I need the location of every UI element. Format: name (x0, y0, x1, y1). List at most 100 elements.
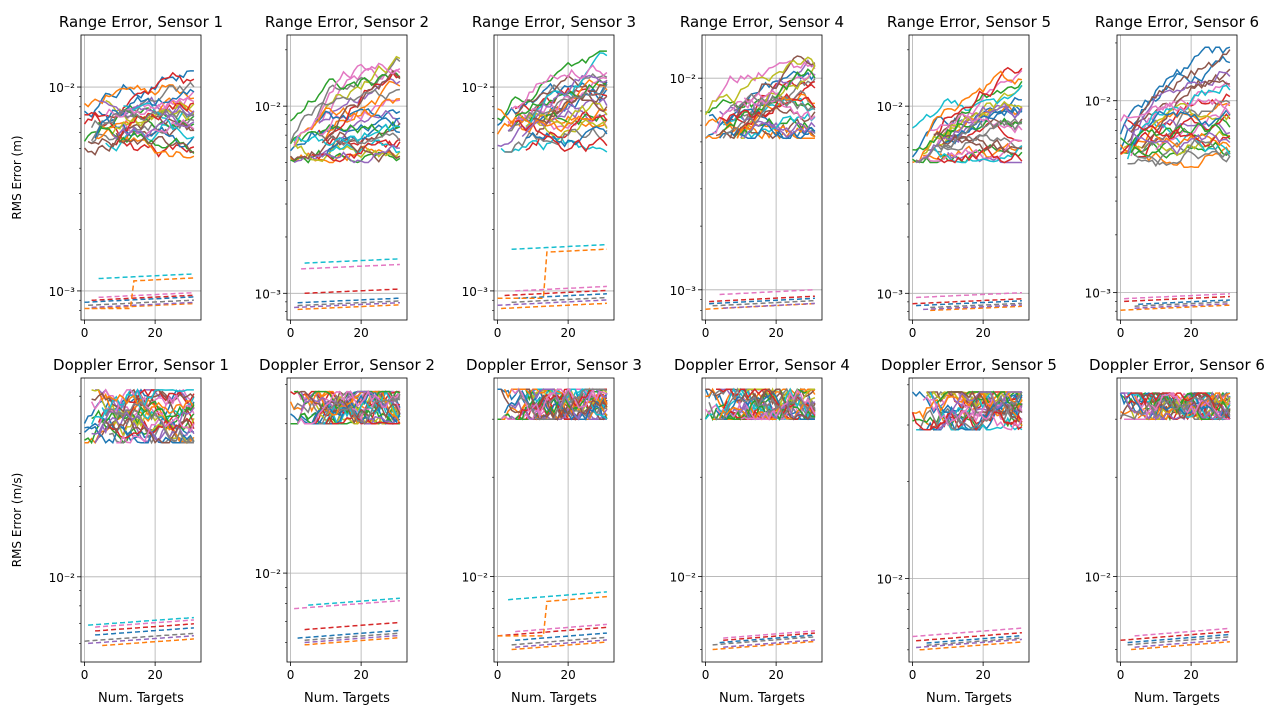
series-dashed-line (511, 641, 607, 651)
series-line (105, 418, 195, 445)
series-dashed-line (84, 277, 194, 310)
series-line (1123, 123, 1231, 156)
series-line (930, 112, 1023, 134)
series-line (314, 144, 400, 164)
subplot-title: Doppler Error, Sensor 5 (881, 356, 1057, 374)
series-line (84, 424, 195, 444)
series-group (289, 55, 401, 311)
y-axis-label: RMS Error (m/s) (10, 473, 24, 568)
series-dashed-line (1138, 299, 1230, 305)
series-line (304, 97, 400, 132)
series-line (912, 84, 1023, 129)
series-dashed-line (926, 637, 1022, 647)
y-tick-label: 10⁻² (1085, 570, 1112, 584)
series-line (83, 71, 195, 125)
series-dashed-line (719, 634, 815, 644)
subplot-title: Range Error, Sensor 4 (680, 13, 844, 31)
series-dashed-line (1120, 304, 1230, 311)
series-dashed-line (515, 293, 607, 300)
subplot: Range Error, Sensor 6 0 20 10⁻³ 10⁻² (1085, 13, 1259, 340)
series-dashed-line (919, 641, 1022, 651)
series-line (504, 126, 608, 153)
subplot: Doppler Error, Sensor 1 0 20 10⁻² Num. Targe… (49, 356, 229, 706)
series-line (722, 95, 816, 139)
subplot: Range Error, Sensor 3 0 20 10⁻³ 10⁻² (462, 13, 636, 340)
series-line (1119, 98, 1231, 122)
subplot: Doppler Error, Sensor 5 0 20 10⁻² Num. Targe… (877, 356, 1057, 706)
series-dashed-line (712, 640, 815, 651)
axes-frame (1116, 377, 1238, 663)
series-line (740, 59, 816, 139)
series-dashed-line (95, 619, 194, 628)
subplot-title: Doppler Error, Sensor 3 (466, 356, 642, 374)
x-tick-label: 0 (1117, 668, 1125, 682)
series-line (304, 390, 401, 425)
series-dashed-line (294, 301, 400, 309)
series-group (496, 50, 608, 310)
series-line (736, 93, 815, 139)
series-dashed-line (1124, 295, 1230, 303)
x-tick-label: 20 (560, 668, 575, 682)
series-line (1134, 392, 1231, 421)
series-line (112, 114, 195, 140)
series-dashed-line (91, 302, 194, 310)
subplot-title: Range Error, Sensor 3 (472, 13, 636, 31)
series-dashed-line (515, 623, 607, 633)
series-line (1120, 396, 1231, 421)
x-tick-label: 0 (287, 326, 295, 340)
axes-frame (493, 34, 615, 321)
series-line (532, 95, 608, 125)
series-line (514, 78, 608, 118)
series-dashed-line (916, 638, 1022, 649)
series-dashed-line (102, 638, 194, 647)
x-tick-label: 20 (353, 326, 368, 340)
subplot: Doppler Error, Sensor 6 0 20 10⁻² Num. Targe… (1085, 356, 1265, 706)
x-axis-label: Num. Targets (1134, 691, 1220, 706)
series-line (743, 121, 816, 139)
x-axis-label: Num. Targets (926, 691, 1012, 706)
series-line (91, 118, 195, 144)
series-dashed-line (709, 297, 815, 305)
x-tick-label: 0 (494, 668, 502, 682)
y-tick-label: 10⁻³ (670, 284, 697, 298)
x-tick-label: 0 (81, 326, 89, 340)
series-line (740, 388, 816, 421)
series-line (289, 135, 401, 163)
x-tick-label: 20 (147, 668, 162, 682)
subplot-title: Range Error, Sensor 1 (59, 13, 223, 31)
y-tick-label: 10⁻³ (1085, 287, 1112, 301)
series-dashed-line (1131, 640, 1230, 651)
series-line (740, 388, 816, 421)
series-dashed-line (511, 636, 607, 646)
x-axis-label: Num. Targets (304, 691, 390, 706)
series-line (517, 388, 608, 420)
series-line (729, 90, 816, 110)
series-line (98, 100, 195, 119)
series-dashed-line (912, 298, 1022, 305)
axes-frame (286, 34, 408, 321)
series-line (318, 390, 401, 425)
axes-frame (701, 377, 823, 663)
series-line (112, 101, 195, 134)
subplot-title: Range Error, Sensor 2 (265, 13, 429, 31)
series-line (511, 387, 608, 415)
series-dashed-line (1134, 638, 1230, 648)
series-dashed-line (91, 294, 194, 301)
series-dashed-line (304, 636, 400, 646)
series-line (500, 136, 608, 153)
x-tick-label: 0 (702, 668, 710, 682)
series-dashed-line (497, 299, 607, 307)
series-line (84, 70, 194, 118)
y-tick-label: 10⁻² (462, 81, 489, 95)
series-group (497, 387, 608, 651)
x-tick-label: 0 (702, 326, 710, 340)
x-tick-label: 20 (147, 326, 162, 340)
series-line (290, 72, 401, 122)
series-line (1127, 119, 1231, 148)
series-dashed-line (297, 297, 400, 304)
series-dashed-line (308, 597, 400, 606)
series-dashed-line (916, 291, 1022, 299)
series-dashed-line (304, 621, 400, 631)
series-line (90, 108, 195, 129)
series-line (716, 388, 816, 417)
